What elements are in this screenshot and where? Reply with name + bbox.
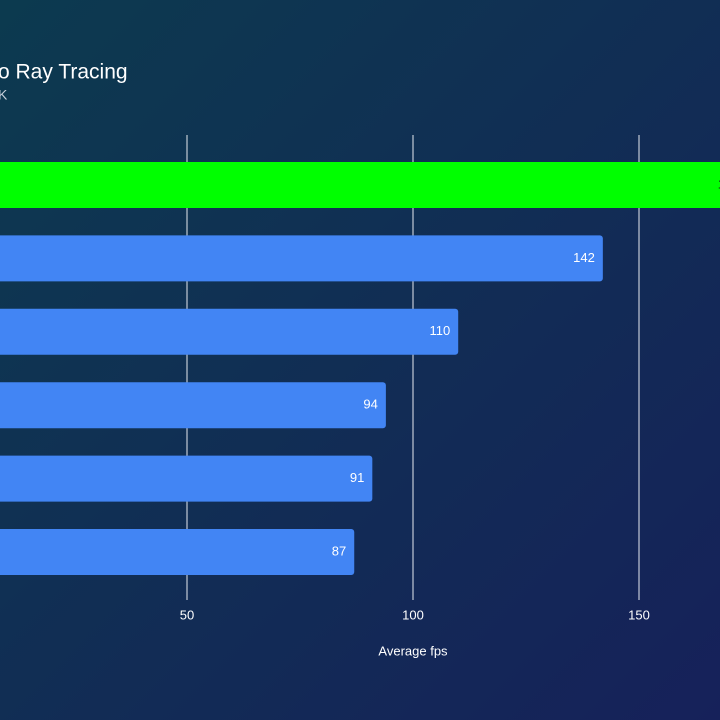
bar [0, 382, 386, 429]
value-label: 91 [350, 470, 364, 485]
bar [0, 235, 603, 282]
value-label: 174 [718, 176, 720, 191]
chart-title: o Ray Tracing [0, 61, 128, 84]
value-label: 94 [363, 397, 377, 412]
value-label: 110 [429, 323, 450, 338]
x-tick-label: 150 [628, 607, 650, 622]
bar [0, 308, 459, 355]
value-label: 142 [573, 250, 595, 265]
x-tick-label: 50 [180, 607, 194, 622]
value-label: 87 [332, 543, 346, 558]
bar [0, 455, 373, 502]
x-axis-label: Average fps [378, 643, 448, 658]
bar [0, 529, 355, 575]
x-tick-label: 100 [402, 607, 424, 622]
bar [0, 162, 720, 208]
chart-subtitle: K [0, 87, 8, 103]
